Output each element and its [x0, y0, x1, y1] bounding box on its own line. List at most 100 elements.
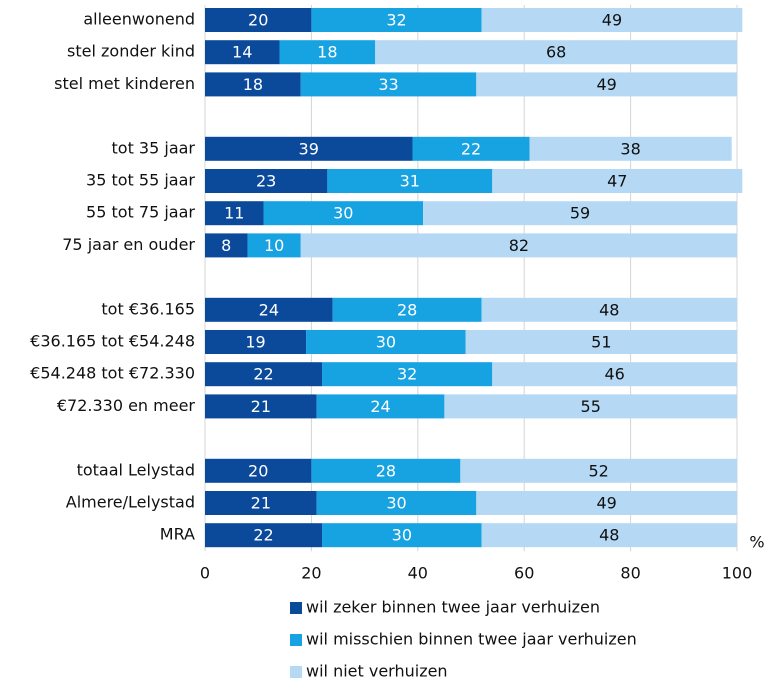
- bar-segment: [306, 330, 466, 354]
- x-tick-label: 0: [200, 564, 210, 583]
- bar-segment: [476, 491, 737, 515]
- bar-segment: [205, 491, 317, 515]
- legend-label: wil niet verhuizen: [306, 662, 448, 681]
- bar-segment: [205, 8, 312, 32]
- data-label: 24: [370, 397, 390, 416]
- data-label: 49: [596, 494, 616, 513]
- y-tick-label: stel met kinderen: [54, 74, 195, 93]
- bar-segment: [263, 201, 424, 226]
- y-tick-label: alleenwonend: [83, 10, 195, 29]
- bar-segment: [322, 523, 482, 548]
- y-tick-label: totaal Lelystad: [77, 460, 195, 479]
- bar-segment: [529, 136, 732, 161]
- data-label: 38: [620, 139, 640, 158]
- data-label: 49: [596, 75, 616, 94]
- bar-segment: [444, 394, 737, 419]
- bar-segment: [316, 394, 445, 419]
- bar-segment: [481, 297, 737, 322]
- bar-segment: [423, 201, 737, 226]
- data-label: 10: [264, 236, 284, 255]
- data-label: 47: [607, 172, 627, 191]
- data-label: 32: [386, 11, 406, 30]
- data-label: 22: [461, 139, 481, 158]
- legend-label: wil zeker binnen twee jaar verhuizen: [306, 598, 600, 617]
- data-label: 14: [232, 43, 252, 62]
- bar-segment: [205, 169, 328, 193]
- data-label: 18: [317, 43, 337, 62]
- data-label: 20: [248, 461, 268, 480]
- y-tick-label: €54.248 tot €72.330: [30, 364, 195, 383]
- bar-segment: [205, 362, 323, 387]
- y-tick-label: 55 tot 75 jaar: [86, 203, 195, 222]
- bar-segment: [279, 40, 376, 65]
- y-tick-label: €36.165 tot €54.248: [30, 332, 195, 351]
- y-tick-label: €72.330 en meer: [57, 396, 196, 415]
- x-tick-label: 80: [620, 564, 640, 583]
- bar-segment: [205, 458, 312, 483]
- data-label: 46: [604, 365, 624, 384]
- data-label: 32: [397, 365, 417, 384]
- data-label: 21: [251, 494, 271, 513]
- data-label: 59: [570, 204, 590, 223]
- data-label: 18: [243, 75, 263, 94]
- data-label: 20: [248, 11, 268, 30]
- data-label: 30: [376, 333, 396, 352]
- legend-label: wil misschien binnen twee jaar verhuizen: [306, 630, 637, 649]
- bar-segment: [322, 362, 493, 387]
- bar-segment: [311, 8, 482, 32]
- bar-segment: [300, 233, 737, 258]
- legend-swatch: [290, 602, 302, 614]
- data-label: 51: [591, 333, 611, 352]
- x-tick-label: 60: [514, 564, 534, 583]
- bar-segment: [205, 394, 317, 419]
- data-label: 68: [546, 43, 566, 62]
- data-label: 52: [589, 461, 609, 480]
- x-tick-label: 100: [722, 564, 753, 583]
- data-label: 30: [386, 494, 406, 513]
- bar-segment: [205, 136, 413, 161]
- y-tick-label: 75 jaar en ouder: [62, 235, 195, 254]
- bar-segment: [247, 233, 301, 258]
- bar-segment: [327, 169, 493, 193]
- data-label: 39: [299, 139, 319, 158]
- bar-segment: [205, 330, 307, 354]
- data-label: 11: [224, 204, 244, 223]
- bar-segment: [412, 136, 530, 161]
- bar-segment: [205, 201, 264, 226]
- data-label: 55: [581, 397, 601, 416]
- y-tick-label: MRA: [160, 525, 195, 544]
- data-label: 49: [602, 11, 622, 30]
- data-label: 28: [397, 300, 417, 319]
- data-label: 28: [376, 461, 396, 480]
- bar-segment: [205, 72, 301, 97]
- bar-segment: [481, 8, 743, 32]
- data-label: 31: [400, 172, 420, 191]
- y-tick-label: 35 tot 55 jaar: [86, 171, 195, 190]
- data-label: 33: [378, 75, 398, 94]
- bar-segment: [205, 523, 323, 548]
- data-label: 48: [599, 526, 619, 545]
- x-axis-label: %: [749, 533, 764, 552]
- y-tick-label: tot 35 jaar: [112, 138, 196, 157]
- bar-segment: [492, 362, 737, 387]
- data-label: 22: [253, 365, 273, 384]
- y-tick-label: stel zonder kind: [67, 42, 195, 61]
- bar-segment: [205, 297, 333, 322]
- data-label: 22: [253, 526, 273, 545]
- bar-segment: [316, 491, 477, 515]
- bar-segment: [332, 297, 482, 322]
- bar-segment: [465, 330, 737, 354]
- legend-swatch: [290, 666, 302, 678]
- data-label: 8: [221, 236, 231, 255]
- bar-segment: [481, 523, 737, 548]
- legend-swatch: [290, 634, 302, 646]
- data-label: 23: [256, 172, 276, 191]
- bar-segment: [492, 169, 743, 193]
- y-tick-label: Almere/Lelystad: [66, 493, 195, 512]
- data-label: 30: [392, 526, 412, 545]
- bar-segment: [300, 72, 477, 97]
- bar-segment: [476, 72, 737, 97]
- data-label: 24: [259, 300, 279, 319]
